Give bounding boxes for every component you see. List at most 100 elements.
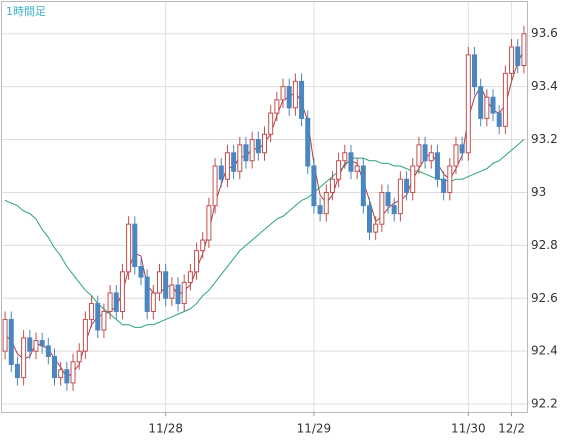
candle-body <box>441 178 447 193</box>
candle-body <box>521 33 527 66</box>
candle-body <box>206 205 212 241</box>
candle-body <box>119 271 125 312</box>
candle-body <box>385 191 391 207</box>
x-tick-label: 11/28 <box>148 422 183 436</box>
candle-body <box>336 160 342 180</box>
candle-body <box>169 284 175 299</box>
candle-body <box>410 165 416 193</box>
y-tick-label: 92.8 <box>531 238 558 252</box>
candle-body <box>58 369 64 379</box>
candle-body <box>342 152 348 162</box>
candle-body <box>218 165 224 180</box>
candle-body <box>391 205 397 215</box>
candle-body <box>82 318 88 352</box>
candle-body <box>484 96 490 119</box>
candle-body <box>249 139 255 162</box>
candle-body <box>416 144 422 167</box>
candle-body <box>212 165 218 207</box>
candle-body <box>8 318 14 365</box>
candle-body <box>453 144 459 167</box>
candle-body <box>373 223 379 233</box>
candle-body <box>138 266 144 278</box>
candle-body <box>113 292 119 312</box>
candle-body <box>502 72 508 127</box>
plot-frame <box>1 1 528 413</box>
candle-body <box>52 355 57 379</box>
candle-body <box>144 276 150 312</box>
candle-body <box>243 144 249 162</box>
candle-body <box>27 337 33 352</box>
y-tick-label: 93.2 <box>531 132 558 146</box>
candle-body <box>367 205 372 233</box>
candle-body <box>274 99 280 114</box>
candle-body <box>317 205 323 215</box>
candle-body <box>255 139 261 154</box>
candle-body <box>490 96 496 114</box>
candle-body <box>175 284 181 305</box>
candle-body <box>224 152 230 180</box>
candle-body <box>286 86 292 109</box>
candle-body <box>45 345 51 357</box>
candle-body <box>150 292 156 312</box>
candle-body <box>181 281 187 305</box>
y-tick-label: 93.4 <box>531 79 558 93</box>
y-tick-label: 92.4 <box>531 344 558 358</box>
candle-body <box>101 310 107 331</box>
candle-body <box>194 250 200 273</box>
y-tick-label: 93 <box>531 185 546 199</box>
candle-body <box>360 165 366 207</box>
candle-body <box>200 239 206 252</box>
candle-body <box>280 86 286 101</box>
candle-body <box>422 144 428 162</box>
candle-body <box>404 178 410 193</box>
x-tick-label: 11/30 <box>451 422 486 436</box>
candle-body <box>354 165 360 172</box>
candle-body <box>89 303 95 320</box>
candle-body <box>39 340 45 347</box>
candle-body <box>2 318 8 352</box>
candle-body <box>305 117 311 167</box>
candle-body <box>509 46 515 74</box>
candle-body <box>107 292 113 312</box>
candle-body <box>465 54 471 154</box>
y-tick-label: 92.2 <box>531 397 558 411</box>
candle-body <box>299 80 305 119</box>
x-tick-label: 11/29 <box>297 422 332 436</box>
candle-body <box>459 144 465 154</box>
candle-body <box>14 363 20 379</box>
candle-body <box>379 191 385 225</box>
candle-body <box>478 86 484 119</box>
candle-body <box>268 112 274 135</box>
candle-body <box>187 271 193 283</box>
candle-body <box>70 361 76 384</box>
candle-body <box>163 271 169 299</box>
candle-body <box>447 165 453 193</box>
candle-body <box>323 191 329 215</box>
candle-body <box>95 303 101 331</box>
candle-body <box>311 165 317 207</box>
candle-body <box>348 152 354 172</box>
candle-body <box>434 152 440 180</box>
candle-body <box>33 340 39 352</box>
candle-body <box>397 178 403 215</box>
candle-body <box>496 112 502 127</box>
candle-body <box>428 152 434 162</box>
candle-body <box>472 54 477 88</box>
candle-body <box>132 223 138 268</box>
candle-body <box>515 46 521 66</box>
candle-body <box>76 350 82 363</box>
y-tick-label: 92.6 <box>531 291 558 305</box>
y-tick-label: 93.6 <box>531 26 558 40</box>
candle-body <box>21 337 27 379</box>
candle-body <box>262 133 267 154</box>
candle-body <box>329 178 335 193</box>
candle-body <box>231 152 237 172</box>
candle-body <box>157 271 162 294</box>
candle-body <box>237 144 243 172</box>
chart-title: 1時間足 <box>6 5 46 18</box>
candle-body <box>126 223 132 273</box>
candle-body <box>292 80 298 109</box>
candle-body <box>64 369 70 384</box>
x-tick-label: 12/2 <box>498 422 525 436</box>
